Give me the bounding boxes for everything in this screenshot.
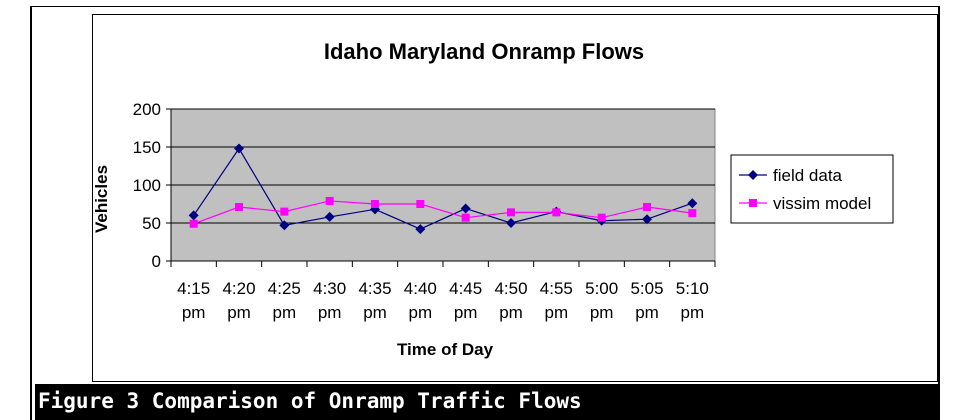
plot-layer: 0 50 100 150 200 4:15 pm 4:20 pm 4:25 pm 4:30 pm 4:35… <box>133 100 716 322</box>
data-point <box>552 208 561 217</box>
legend: field data vissim model <box>730 154 894 224</box>
x-tick-label: 4:25 <box>268 279 301 298</box>
x-tick-label: pm <box>590 303 614 322</box>
x-tick-label: pm <box>681 303 705 322</box>
x-tick-label: pm <box>318 303 342 322</box>
x-tick-label: pm <box>227 303 251 322</box>
legend-label: field data <box>773 166 843 185</box>
figure-caption-bar: Figure 3 Comparison of Onramp Traffic Fl… <box>30 384 940 420</box>
figure-caption: Figure 3 Comparison of Onramp Traffic Fl… <box>38 389 582 413</box>
x-tick-label: 5:05 <box>630 279 663 298</box>
y-tick-label: 50 <box>142 214 161 233</box>
data-point <box>415 224 426 235</box>
legend-marker <box>748 170 758 180</box>
data-point <box>235 203 243 212</box>
x-tick-label: pm <box>635 303 659 322</box>
data-point <box>642 214 652 225</box>
y-tick-label: 200 <box>133 100 161 119</box>
data-point <box>643 203 651 212</box>
x-tick-label: 5:10 <box>676 279 709 298</box>
data-point <box>325 196 334 205</box>
legend-label: vissim model <box>773 194 871 213</box>
x-axis-label: Time of Day <box>397 340 494 359</box>
x-tick-label: 4:15 <box>177 279 210 298</box>
x-tick-label: pm <box>363 303 387 322</box>
y-axis-label: Vehicles <box>93 165 111 233</box>
data-point <box>416 200 425 208</box>
x-tick-label: 4:20 <box>222 279 255 298</box>
data-point <box>597 213 606 222</box>
x-tick-label: pm <box>409 303 433 322</box>
x-tick-label: pm <box>182 303 206 322</box>
data-point <box>507 208 515 217</box>
x-tick-label: pm <box>545 303 569 322</box>
chart-svg: Idaho Maryland Onramp Flows Vehicles Tim… <box>93 39 894 359</box>
y-tick-label: 150 <box>133 138 161 157</box>
series-line <box>193 147 693 230</box>
series-line <box>193 200 693 225</box>
data-point <box>324 211 335 222</box>
data-point <box>687 198 698 209</box>
x-tick-label: pm <box>454 303 478 322</box>
x-tick-label: 4:30 <box>313 279 346 298</box>
figure-frame <box>30 6 940 416</box>
x-tick-label: 5:00 <box>585 279 618 298</box>
y-tick-label: 100 <box>133 176 161 195</box>
data-point <box>460 203 471 214</box>
legend-box <box>730 154 894 224</box>
data-point <box>280 207 289 216</box>
x-tick-label: 4:40 <box>404 279 437 298</box>
x-tick-label: 4:45 <box>449 279 482 298</box>
data-point <box>506 218 516 228</box>
data-point <box>189 219 198 228</box>
y-tick-label: 0 <box>152 252 161 271</box>
data-point <box>371 200 379 208</box>
data-point <box>188 210 199 221</box>
x-tick-label: 4:35 <box>358 279 391 298</box>
chart-area: Idaho Maryland Onramp Flows Vehicles Tim… <box>92 14 938 382</box>
chart-title: Idaho Maryland Onramp Flows <box>324 39 644 64</box>
data-point <box>688 209 697 218</box>
x-tick-label: pm <box>273 303 297 322</box>
data-point <box>234 143 244 154</box>
data-point <box>279 220 290 231</box>
legend-marker <box>749 199 757 207</box>
x-tick-label: pm <box>499 303 523 322</box>
data-point <box>461 213 470 222</box>
caption-divider <box>32 384 35 420</box>
x-tick-label: 4:55 <box>540 279 573 298</box>
x-tick-label: 4:50 <box>494 279 527 298</box>
